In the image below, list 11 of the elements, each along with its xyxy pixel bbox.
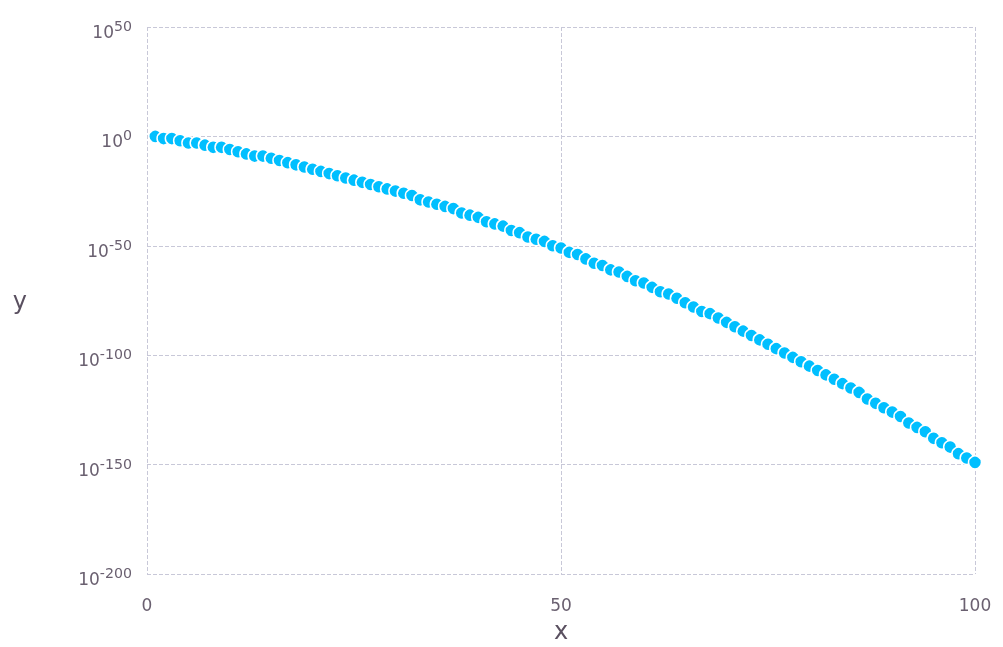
y-axis-title: y	[12, 286, 27, 315]
x-axis-title: x	[553, 617, 569, 645]
y-tick-label: 10$^{-150}$	[78, 454, 132, 480]
y-tick-label: 10$^{-50}$	[87, 235, 132, 261]
y-tick-label: 10$^{-200}$	[78, 564, 132, 589]
x-tick-label: 0	[141, 594, 153, 615]
y-tick-label: 10$^{50}$	[92, 17, 132, 42]
x-tick-label: 50	[550, 594, 572, 615]
y-tick-label: 10$^{-100}$	[78, 345, 132, 370]
x-tick-label: 100	[958, 594, 992, 615]
y-tick-label: 10$^{0}$	[101, 126, 132, 152]
